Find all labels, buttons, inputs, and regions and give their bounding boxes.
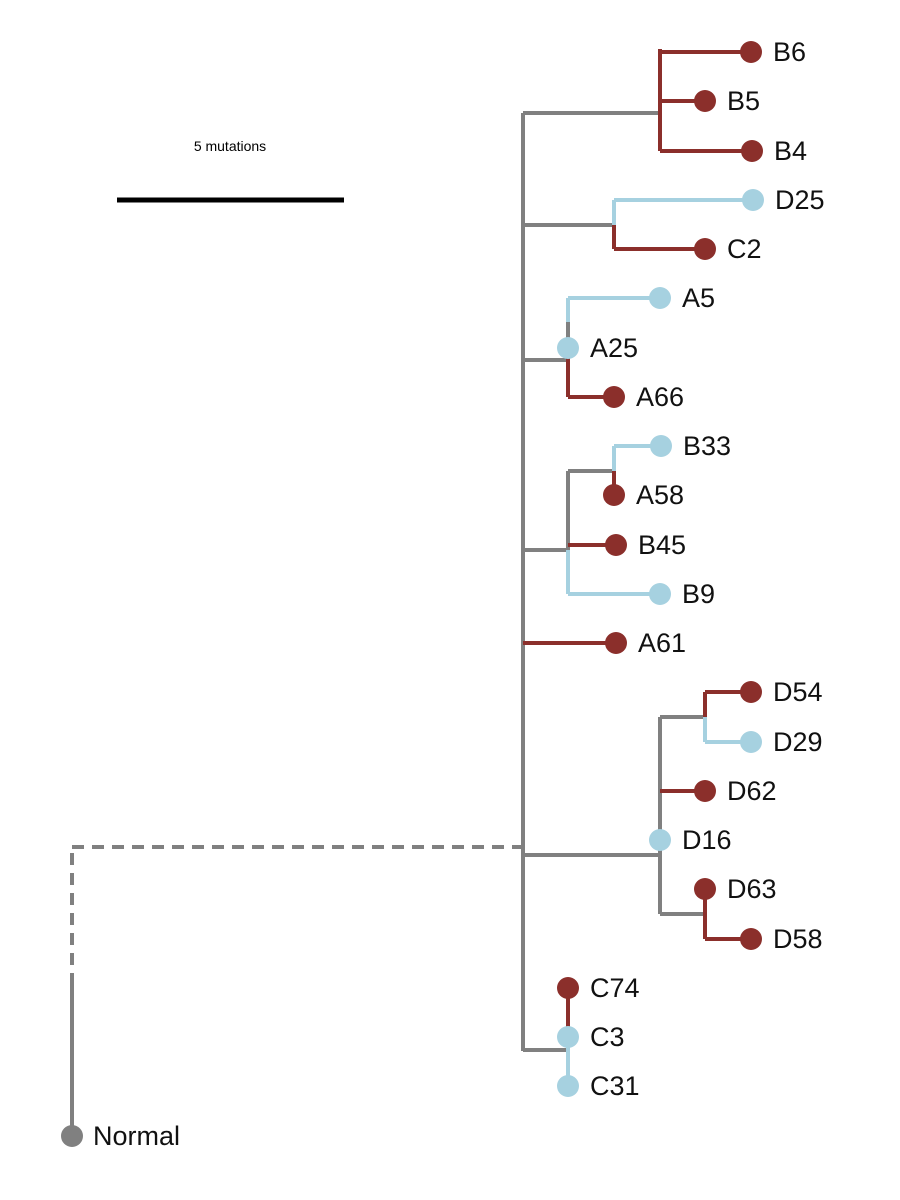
node-c2 (694, 238, 716, 260)
node-d16 (649, 829, 671, 851)
label-c31: C31 (590, 1071, 640, 1101)
node-d58 (740, 928, 762, 950)
node-b45 (605, 534, 627, 556)
label-d58: D58 (773, 924, 823, 954)
tree-nodes (61, 41, 764, 1147)
label-a66: A66 (636, 382, 684, 412)
label-d25: D25 (775, 185, 825, 215)
node-a5 (649, 287, 671, 309)
node-d63 (694, 878, 716, 900)
label-b5: B5 (727, 86, 760, 116)
node-d25 (742, 189, 764, 211)
node-c31 (557, 1075, 579, 1097)
label-a58: A58 (636, 480, 684, 510)
node-a61 (605, 632, 627, 654)
label-b33: B33 (683, 431, 731, 461)
node-d29 (740, 731, 762, 753)
node-b6 (740, 41, 762, 63)
node-b33 (650, 435, 672, 457)
label-b9: B9 (682, 579, 715, 609)
node-a25 (557, 337, 579, 359)
label-c74: C74 (590, 973, 640, 1003)
node-d62 (694, 780, 716, 802)
label-d29: D29 (773, 727, 823, 757)
label-c3: C3 (590, 1022, 625, 1052)
label-a61: A61 (638, 628, 686, 658)
node-b9 (649, 583, 671, 605)
node-c3 (557, 1026, 579, 1048)
label-b4: B4 (774, 136, 807, 166)
node-normal (61, 1125, 83, 1147)
label-d54: D54 (773, 677, 823, 707)
label-d63: D63 (727, 874, 777, 904)
label-a5: A5 (682, 283, 715, 313)
label-c2: C2 (727, 234, 762, 264)
label-normal: Normal (93, 1121, 180, 1151)
label-b45: B45 (638, 530, 686, 560)
node-b5 (694, 90, 716, 112)
label-d62: D62 (727, 776, 777, 806)
tree-labels: B6 B5 B4 D25 C2 A5 A25 A66 B33 A58 B45 B9 A61 D54 D29 D… (93, 37, 825, 1151)
label-b6: B6 (773, 37, 806, 67)
scale-bar: 5 mutations (117, 138, 344, 203)
node-b4 (741, 140, 763, 162)
node-a66 (603, 386, 625, 408)
node-d54 (740, 681, 762, 703)
node-c74 (557, 977, 579, 999)
scale-bar-label: 5 mutations (194, 138, 266, 154)
label-a25: A25 (590, 333, 638, 363)
node-a58 (603, 484, 625, 506)
label-d16: D16 (682, 825, 732, 855)
